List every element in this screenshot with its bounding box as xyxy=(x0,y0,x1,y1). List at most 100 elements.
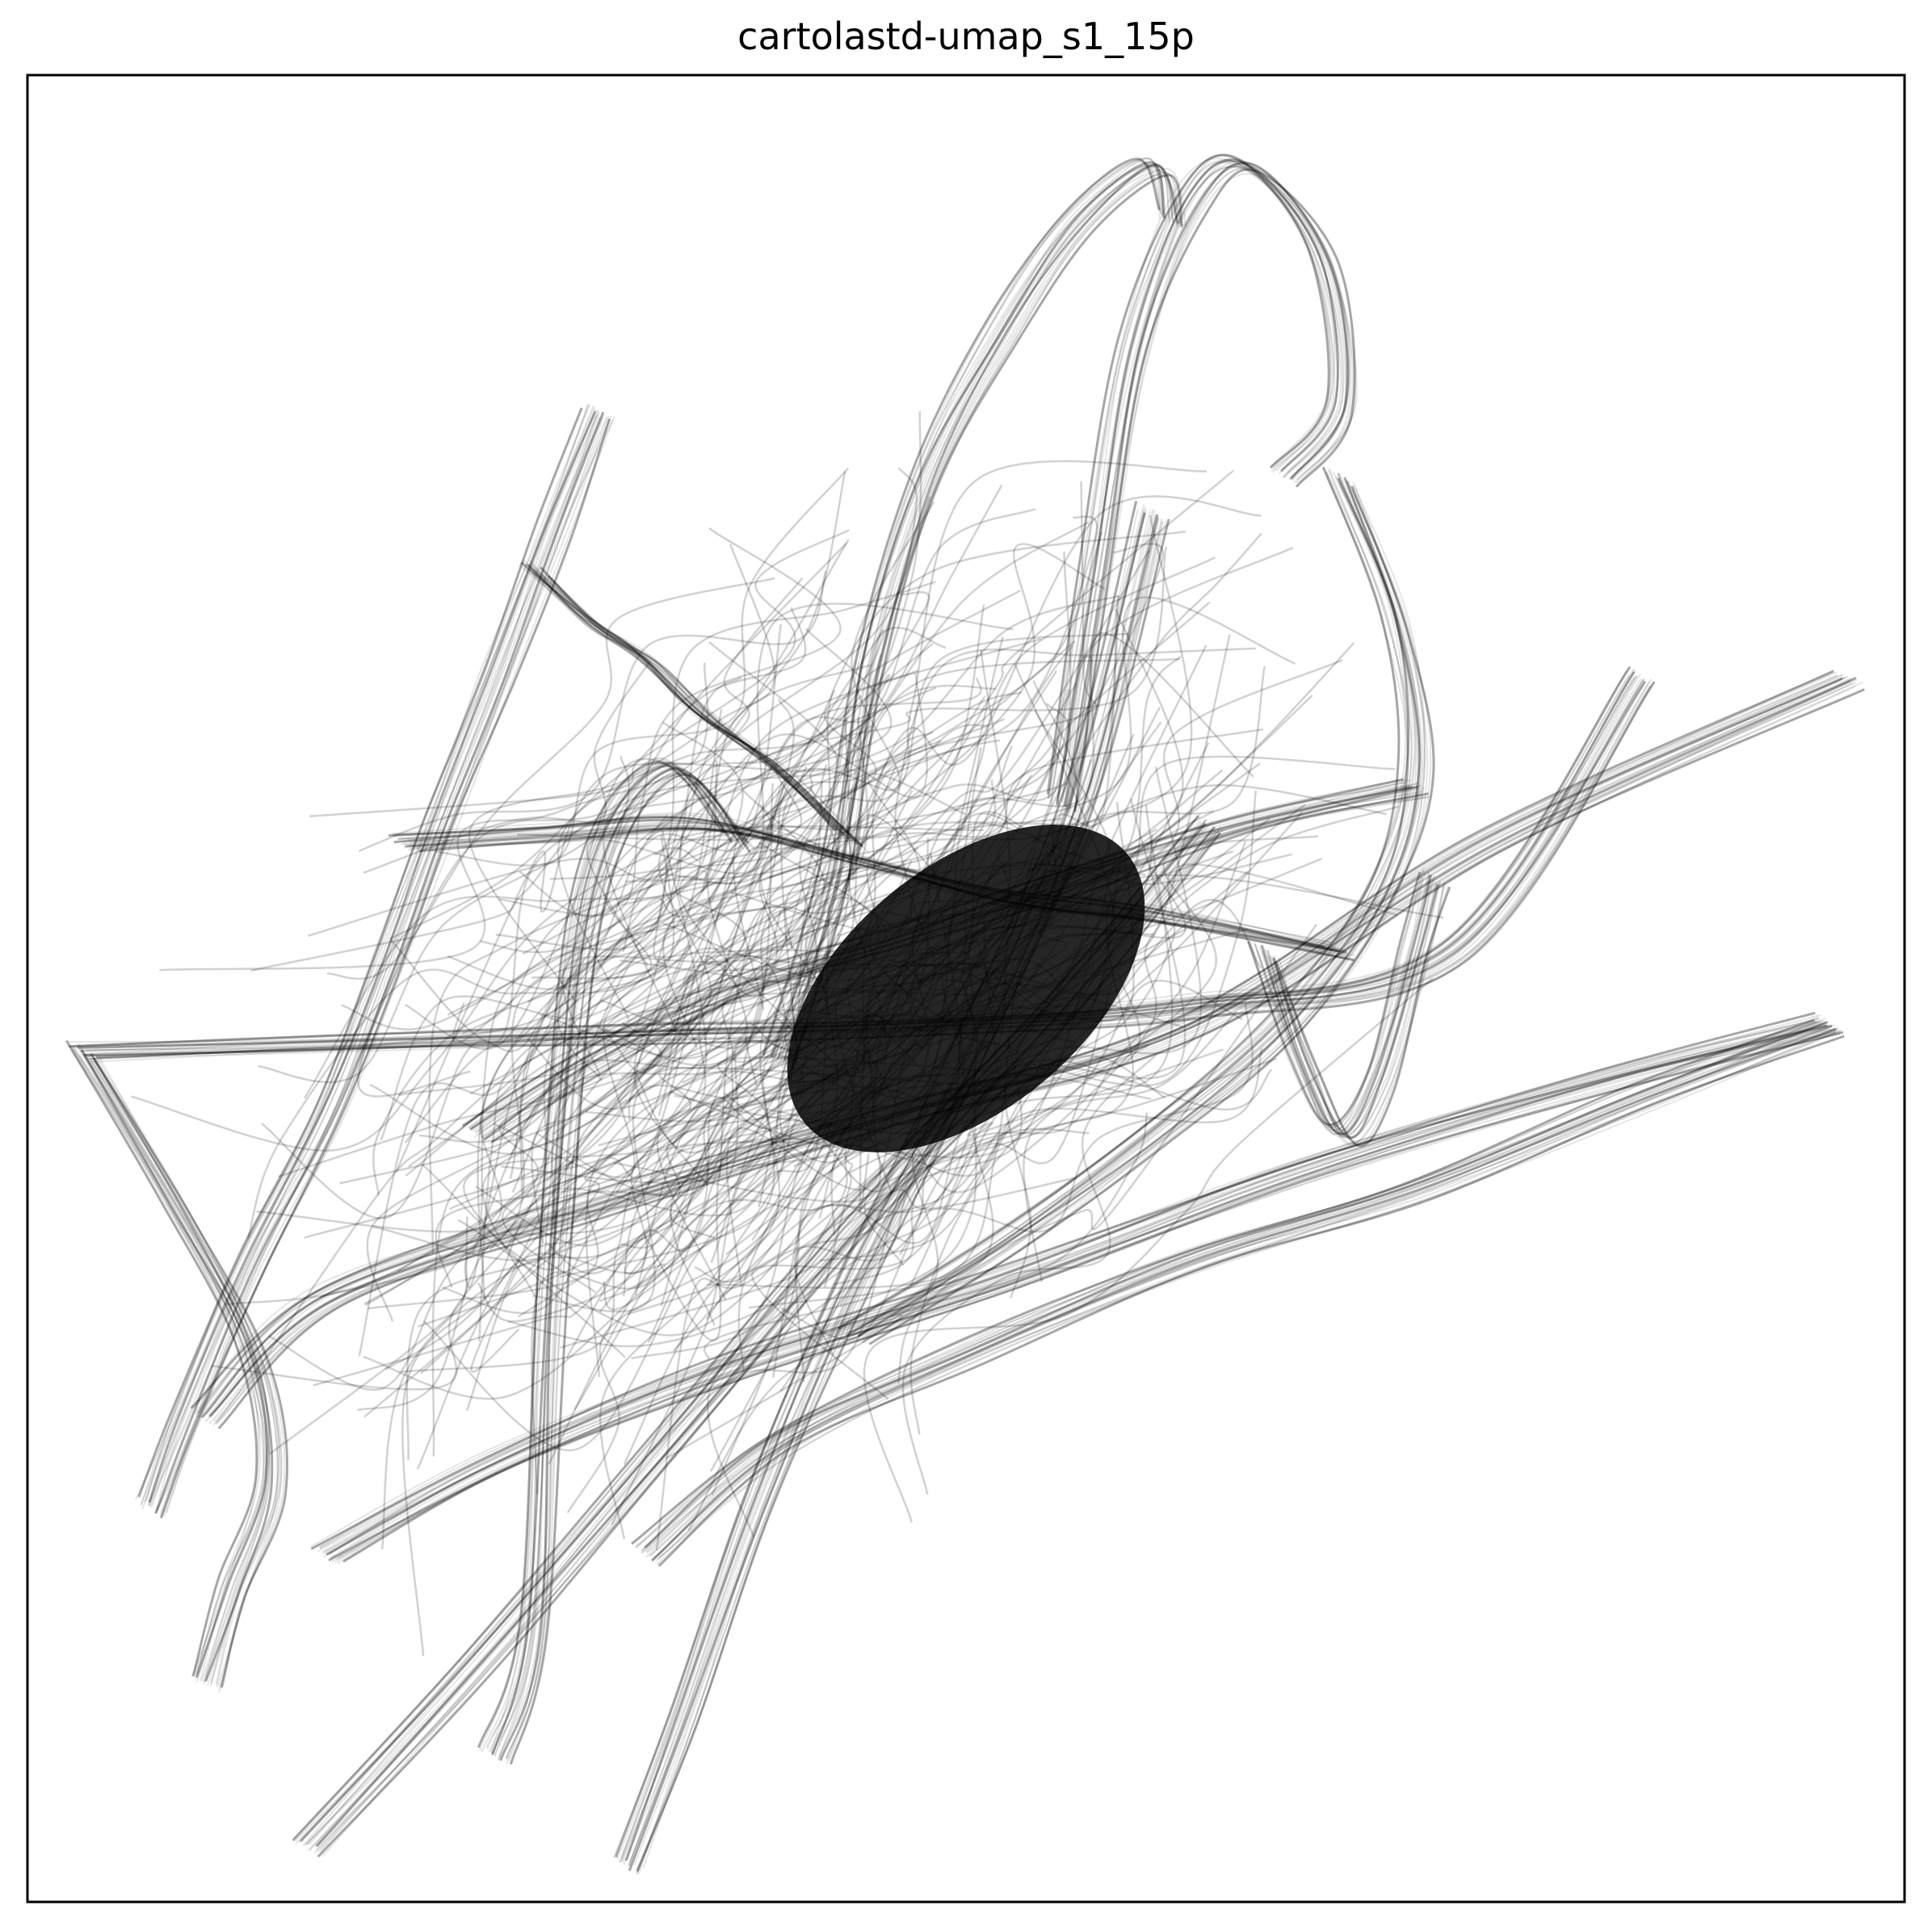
series-2-strand-14 xyxy=(90,1053,274,1682)
cluster-strand-57 xyxy=(253,892,746,1376)
series-0-strand-21 xyxy=(159,418,611,1519)
series-4-strand-2 xyxy=(319,1019,1816,1548)
series-5-strand-19 xyxy=(658,1031,1837,1559)
series-10-strand-13 xyxy=(858,481,1422,1337)
series-8-strand-11 xyxy=(1060,166,1348,802)
cluster-strand-237 xyxy=(449,717,851,1211)
cluster-strand-1 xyxy=(404,865,849,1144)
series-7-strand-19 xyxy=(636,520,1164,1874)
series-13-strand-18 xyxy=(505,772,750,1761)
series-11-strand-7 xyxy=(527,563,846,838)
series-12-strand-9 xyxy=(401,824,1341,953)
cluster-strand-211 xyxy=(797,546,1294,1012)
series-2-strand-16 xyxy=(90,1056,283,1685)
series-5-strand-11 xyxy=(645,1021,1826,1553)
series-12-strand-5 xyxy=(393,813,1333,951)
series-8-strand-9 xyxy=(1055,157,1345,808)
series-7-strand-1 xyxy=(612,508,1139,1858)
cluster-strand-78 xyxy=(709,1047,1263,1472)
cluster-strand-245 xyxy=(628,640,1076,1120)
cluster-strand-103 xyxy=(640,636,1004,1071)
series-2-strand-18 xyxy=(90,1055,279,1686)
series-2-strand-21 xyxy=(92,1056,289,1688)
series-0-strand-7 xyxy=(148,410,597,1503)
cluster-strand-65 xyxy=(278,786,839,1178)
series-5-strand-15 xyxy=(651,1028,1838,1561)
series-10-strand-19 xyxy=(862,484,1429,1341)
cluster-strand-227 xyxy=(395,640,838,1172)
series-7-strand-9 xyxy=(623,509,1151,1866)
series-4-strand-6 xyxy=(321,1022,1822,1553)
series-4-strand-9 xyxy=(322,1020,1825,1558)
series-4-strand-5 xyxy=(319,1020,1823,1550)
cluster-strand-4 xyxy=(909,863,1397,1287)
cluster-strand-53 xyxy=(246,708,723,1239)
series-5-strand-7 xyxy=(644,1021,1829,1549)
cluster-strand-186 xyxy=(655,1177,1076,1551)
series-5-strand-20 xyxy=(656,1029,1842,1565)
series-5-strand-0 xyxy=(631,1018,1815,1545)
series-2-strand-0 xyxy=(65,1039,258,1677)
cluster-strand-222 xyxy=(250,735,853,972)
series-13-strand-14 xyxy=(499,766,749,1761)
series-13-strand-12 xyxy=(498,772,741,1761)
series-4-strand-0 xyxy=(310,1011,1816,1551)
cluster-strand-56 xyxy=(511,766,808,1193)
series-12-strand-1 xyxy=(392,812,1332,947)
series-0-strand-1 xyxy=(134,405,590,1501)
series-8-strand-13 xyxy=(1063,165,1347,808)
series-15-strand-16 xyxy=(1270,880,1441,1140)
series-13-strand-16 xyxy=(506,770,745,1759)
series-11-strand-0 xyxy=(520,561,837,832)
series-8-strand-14 xyxy=(1064,162,1350,808)
cluster-strand-108 xyxy=(447,673,928,1016)
cluster-strand-58 xyxy=(501,889,909,1294)
series-15-strand-0 xyxy=(1246,871,1422,1127)
series-4-strand-10 xyxy=(328,1024,1827,1555)
cluster-strand-111 xyxy=(633,695,986,1186)
series-8-strand-6 xyxy=(1049,160,1338,804)
series-7-strand-18 xyxy=(636,520,1167,1875)
series-4-strand-4 xyxy=(317,1017,1821,1552)
series-4-strand-13 xyxy=(328,1027,1836,1555)
series-0-strand-5 xyxy=(144,405,594,1503)
cluster-strand-29 xyxy=(428,760,718,1253)
series-8-strand-19 xyxy=(1067,166,1358,816)
cluster-strand-254 xyxy=(519,471,846,918)
cluster-strand-21 xyxy=(657,739,1001,1116)
series-5-strand-17 xyxy=(657,1031,1836,1560)
series-2-strand-10 xyxy=(78,1054,271,1682)
series-4-strand-17 xyxy=(331,1031,1841,1563)
series-12-strand-6 xyxy=(397,817,1335,947)
cluster-strand-50 xyxy=(620,691,1023,1105)
series-15-strand-20 xyxy=(1273,882,1446,1144)
series-12-strand-21 xyxy=(418,827,1354,962)
series-13-strand-11 xyxy=(494,768,740,1757)
series-0-strand-17 xyxy=(155,415,610,1513)
series-0-strand-19 xyxy=(163,415,612,1518)
series-8-strand-17 xyxy=(1069,164,1351,810)
cluster-strand-168 xyxy=(580,779,997,1114)
series-2-strand-17 xyxy=(86,1054,281,1687)
cluster-strand-217 xyxy=(389,529,850,940)
cluster-strand-248 xyxy=(225,1022,662,1306)
cluster-strand-43 xyxy=(750,1055,1166,1400)
series-0-strand-0 xyxy=(137,407,583,1498)
series-4-strand-15 xyxy=(331,1031,1839,1559)
dense-core xyxy=(787,825,1145,1152)
series-9-strand-14 xyxy=(783,163,1179,1061)
series-8-strand-3 xyxy=(1048,153,1336,800)
series-10-strand-10 xyxy=(850,472,1418,1334)
series-5-strand-3 xyxy=(635,1021,1817,1548)
cluster-strand-128 xyxy=(556,643,934,989)
series-15-strand-4 xyxy=(1256,877,1424,1131)
series-7-strand-21 xyxy=(636,518,1170,1872)
series-8-strand-5 xyxy=(1049,161,1336,798)
series-10-strand-16 xyxy=(862,480,1425,1343)
cluster-strand-124 xyxy=(833,980,1243,1286)
cluster-strand-145 xyxy=(768,495,1262,879)
series-10-strand-6 xyxy=(849,472,1416,1336)
series-10-strand-15 xyxy=(861,479,1421,1344)
series-11-strand-15 xyxy=(535,569,861,848)
series-12-strand-15 xyxy=(409,827,1344,959)
